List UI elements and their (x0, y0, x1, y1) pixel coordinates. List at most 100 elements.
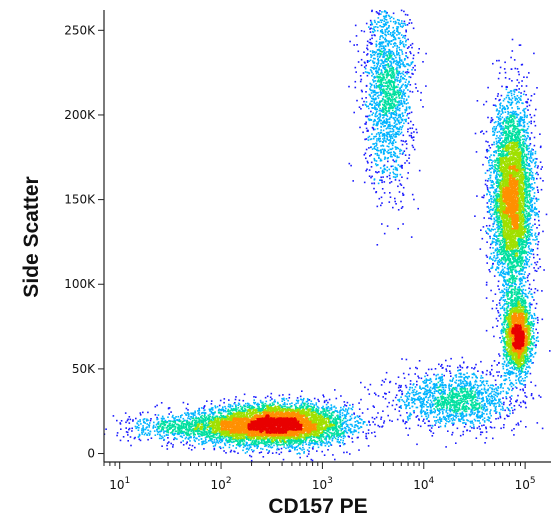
event-dot (495, 389, 498, 391)
event-dot (401, 358, 403, 360)
event-dot (383, 51, 386, 53)
event-dot (376, 49, 379, 51)
event-dot (425, 378, 428, 380)
event-dot (375, 133, 378, 135)
event-dot (532, 159, 534, 162)
event-dot (212, 412, 215, 415)
event-dot (507, 409, 510, 411)
event-dot (532, 337, 535, 339)
event-dot (505, 397, 508, 400)
event-dot (368, 169, 371, 171)
event-dot (366, 408, 369, 410)
event-dot (523, 114, 526, 116)
event-dot (282, 458, 285, 461)
event-dot (380, 29, 382, 32)
event-dot (409, 383, 412, 385)
event-dot (510, 407, 513, 409)
event-dot (157, 431, 160, 434)
event-dot (347, 425, 349, 428)
event-dot (481, 414, 483, 416)
event-dot (401, 97, 403, 99)
event-dot (386, 60, 388, 63)
event-dot (527, 360, 530, 363)
event-dot (463, 373, 466, 376)
event-dot (380, 100, 383, 102)
event-dot (427, 406, 429, 408)
event-dot (397, 26, 400, 28)
event-dot (490, 206, 492, 208)
event-dot (474, 419, 477, 422)
event-dot (171, 432, 174, 435)
event-dot (434, 396, 437, 399)
event-dot (372, 67, 374, 69)
event-dot (372, 60, 374, 62)
event-dot (537, 336, 539, 338)
event-dot (509, 271, 511, 273)
event-dot (531, 229, 533, 231)
event-dot (428, 389, 431, 392)
event-dot (534, 157, 537, 160)
event-dot (374, 435, 377, 438)
event-dot (370, 138, 373, 140)
event-dot (519, 401, 522, 404)
event-dot (426, 384, 429, 386)
event-dot (530, 288, 533, 291)
event-dot (415, 406, 418, 409)
event-dot (490, 208, 493, 211)
event-dot (273, 444, 275, 447)
event-dot (320, 442, 323, 445)
event-dot (366, 53, 369, 55)
event-dot (280, 447, 283, 450)
event-dot (164, 419, 167, 422)
event-dot (520, 370, 522, 373)
event-dot (357, 427, 360, 430)
event-dot (354, 429, 357, 432)
event-dot (449, 379, 451, 382)
event-dot (381, 133, 384, 135)
event-dot (497, 386, 499, 388)
event-dot (515, 382, 518, 384)
event-dot (235, 407, 237, 410)
event-dot (160, 430, 163, 432)
event-dot (391, 58, 393, 61)
event-dot (389, 177, 391, 180)
event-dot (519, 373, 522, 375)
event-dot (389, 127, 392, 130)
event-dot (262, 401, 264, 404)
event-dot (371, 175, 373, 178)
event-dot (400, 103, 402, 105)
event-dot (408, 427, 411, 430)
event-dot (511, 112, 513, 114)
event-dot (245, 443, 248, 445)
event-dot (442, 381, 444, 384)
event-dot (406, 159, 408, 162)
event-dot (324, 444, 327, 447)
event-dot (389, 67, 391, 70)
event-dot (390, 155, 392, 158)
event-dot (448, 414, 450, 417)
event-dot (509, 379, 511, 382)
event-dot (395, 403, 398, 406)
event-dot (525, 373, 527, 375)
event-dot (515, 271, 518, 273)
event-dot (485, 380, 488, 382)
event-dot (455, 379, 458, 382)
event-dot (516, 101, 518, 103)
event-dot (362, 431, 364, 433)
event-dot (255, 396, 257, 398)
event-dot (383, 420, 386, 422)
event-dot (333, 435, 335, 437)
event-dot (506, 115, 509, 118)
event-dot (276, 448, 278, 451)
event-dot (486, 241, 488, 243)
event-dot (488, 269, 490, 271)
event-dot (489, 179, 492, 182)
event-dot (512, 387, 514, 390)
event-dot (267, 445, 270, 448)
event-dot (396, 173, 399, 176)
event-dot (528, 193, 531, 196)
event-dot (402, 36, 404, 39)
event-dot (378, 67, 380, 69)
event-dot (433, 392, 436, 395)
event-dot (407, 128, 409, 130)
